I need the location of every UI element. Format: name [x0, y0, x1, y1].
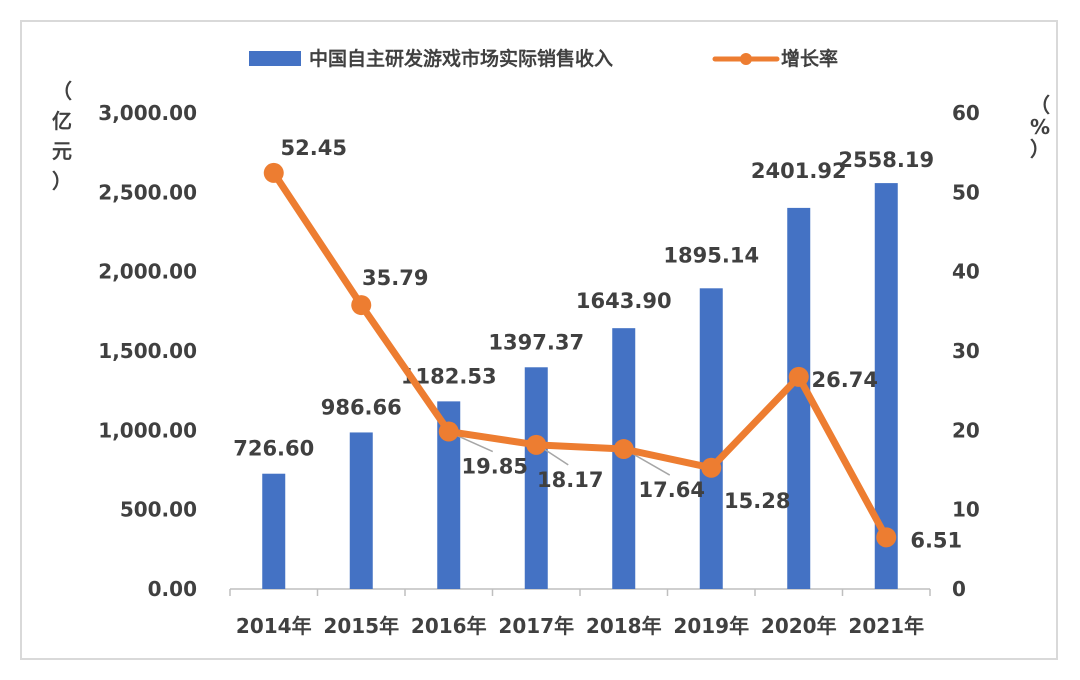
growth-data-label: 35.79	[362, 266, 428, 290]
bar	[787, 207, 811, 589]
growth-data-label: 52.45	[281, 136, 347, 160]
right-axis-ticks: 0 10 20 30 40 50 60	[952, 101, 980, 601]
growth-marker	[438, 421, 459, 442]
right-tick-label: 60	[952, 101, 980, 125]
growth-marker	[788, 366, 809, 387]
bar-data-label: 726.60	[233, 437, 314, 461]
legend: 中国自主研发游戏市场实际销售收入 增长率	[249, 47, 838, 70]
bar-data-label: 986.66	[321, 395, 402, 419]
right-tick-label: 0	[952, 577, 966, 601]
growth-marker	[526, 434, 547, 455]
bar-data-label: 1397.37	[488, 330, 584, 354]
legend-bar-swatch	[249, 51, 301, 66]
right-tick-label: 40	[952, 260, 980, 284]
right-axis-unit: （%）	[1030, 93, 1050, 161]
bar	[524, 367, 548, 589]
line-data-labels: 52.45 35.79 19.85 18.17 17.64 15.28 26.74 6.51	[281, 136, 963, 552]
bar-data-label: 1895.14	[663, 243, 759, 267]
left-tick-label: 2,500.00	[98, 180, 197, 204]
growth-marker	[701, 457, 722, 478]
x-tick-label: 2018年	[586, 614, 662, 638]
x-tick-label: 2015年	[323, 614, 399, 638]
bar-data-label: 2558.19	[838, 148, 934, 172]
right-tick-label: 20	[952, 418, 980, 442]
left-tick-label: 500.00	[120, 498, 197, 522]
legend-line-label: 增长率	[781, 47, 838, 70]
bar	[437, 401, 461, 589]
legend-bar-label: 中国自主研发游戏市场实际销售收入	[309, 47, 613, 70]
right-tick-label: 10	[952, 498, 980, 522]
growth-data-label: 17.64	[639, 478, 705, 502]
line-series	[263, 162, 897, 548]
bar-data-label: 1643.90	[576, 289, 672, 313]
leader-lines	[454, 433, 671, 476]
x-tick-label: 2021年	[848, 614, 924, 638]
bar	[699, 288, 723, 589]
left-axis-ticks: 0.00 500.00 1,000.00 1,500.00 2,000.00 2,500.…	[98, 101, 197, 601]
growth-data-label: 19.85	[462, 455, 528, 479]
x-tick-label: 2017年	[498, 614, 574, 638]
right-tick-label: 50	[952, 180, 980, 204]
growth-marker	[351, 295, 372, 316]
bar-data-label: 2401.92	[751, 159, 847, 183]
x-tick-label: 2014年	[236, 614, 312, 638]
leader-line	[629, 451, 671, 476]
x-axis-ticks: 2014年 2015年 2016年 2017年 2018年 2019年 2020年 2021年	[229, 589, 931, 638]
left-tick-label: 0.00	[148, 577, 197, 601]
left-tick-label: 1,500.00	[98, 339, 197, 363]
bar-data-labels: 726.60986.661182.531397.371643.901895.14…	[233, 148, 934, 461]
bar	[349, 432, 373, 589]
right-tick-label: 30	[952, 339, 980, 363]
left-axis-unit: （亿元）	[52, 79, 72, 193]
leader-line	[454, 433, 494, 453]
left-tick-label: 3,000.00	[98, 101, 197, 125]
growth-data-label: 26.74	[812, 368, 878, 392]
growth-data-label: 6.51	[910, 528, 962, 552]
bar	[262, 473, 286, 589]
left-tick-label: 1,000.00	[98, 418, 197, 442]
growth-marker	[876, 527, 897, 548]
growth-data-label: 18.17	[537, 468, 603, 492]
growth-marker	[263, 162, 284, 183]
leader-line	[541, 447, 569, 466]
bar	[874, 183, 898, 589]
x-tick-label: 2020年	[761, 614, 837, 638]
bar-series	[262, 183, 898, 589]
growth-data-label: 15.28	[724, 489, 790, 513]
left-tick-label: 2,000.00	[98, 260, 197, 284]
x-tick-label: 2016年	[411, 614, 487, 638]
legend-line-marker	[740, 53, 752, 65]
growth-marker	[613, 439, 634, 460]
growth-line	[270, 169, 890, 541]
x-tick-label: 2019年	[673, 614, 749, 638]
